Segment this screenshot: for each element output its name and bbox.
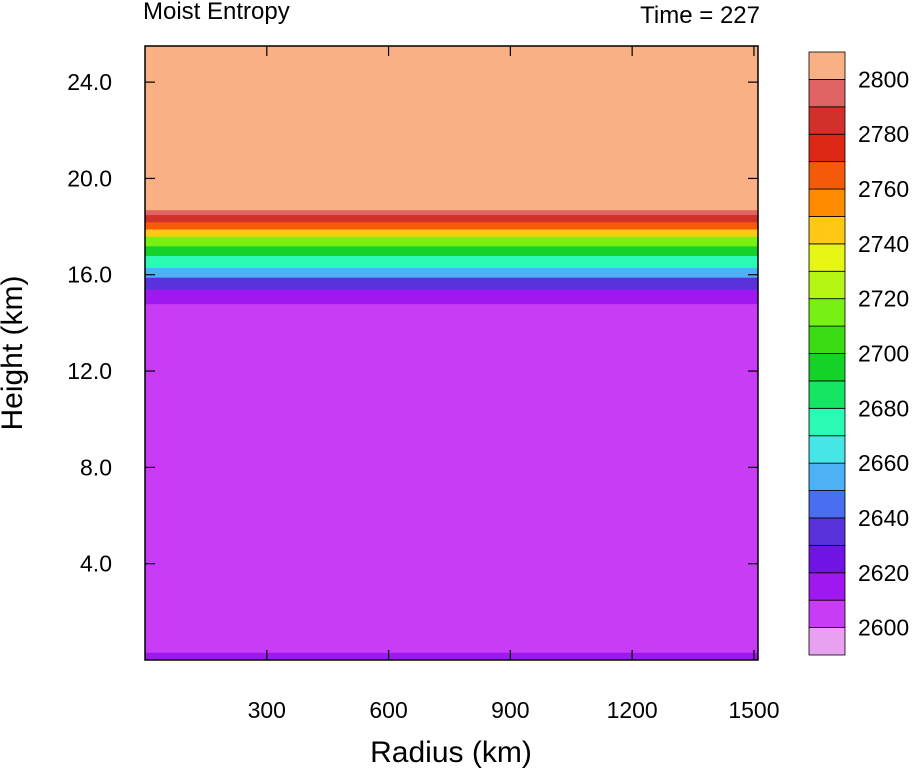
x-tick-label: 1200 xyxy=(607,697,658,723)
colorbar-swatch xyxy=(808,435,846,464)
colorbar-swatch xyxy=(808,161,846,190)
x-tick-label: 600 xyxy=(369,697,407,723)
surface-band xyxy=(145,652,758,660)
x-tick-label: 1500 xyxy=(728,697,779,723)
colorbar-swatch xyxy=(808,599,846,628)
colorbar-swatch xyxy=(808,627,846,656)
colorbar-label: 2600 xyxy=(858,615,909,641)
contour-band xyxy=(145,277,758,290)
colorbar-label: 2720 xyxy=(858,286,909,312)
contour-band xyxy=(145,209,758,216)
contour-band xyxy=(145,267,758,278)
contour-band xyxy=(145,214,758,223)
colorbar-swatch xyxy=(808,79,846,108)
colorbar: 2600 2620 2640 2660 2680 2700 2720 2740 2760 2780… xyxy=(808,51,909,656)
colorbar-swatch xyxy=(808,544,846,574)
contour-band xyxy=(145,289,758,305)
colorbar-label: 2740 xyxy=(858,231,909,257)
colorbar-swatch xyxy=(808,243,846,272)
colorbar-swatch xyxy=(808,353,846,382)
colorbar-swatch xyxy=(808,407,846,437)
colorbar-swatch xyxy=(808,270,846,300)
chart-title: Moist Entropy xyxy=(143,0,290,25)
colorbar-label: 2660 xyxy=(858,450,909,476)
contour-field xyxy=(145,46,758,660)
colorbar-swatch xyxy=(808,188,846,217)
colorbar-label: 2640 xyxy=(858,505,909,531)
contour-band xyxy=(145,221,758,230)
contour-band xyxy=(145,46,758,211)
contour-band xyxy=(145,236,758,247)
colorbar-label: 2700 xyxy=(858,341,909,367)
colorbar-swatch xyxy=(808,380,846,409)
colorbar-swatch xyxy=(808,517,846,546)
y-axis: 4.0 8.0 12.0 16.0 20.0 24.0 xyxy=(67,69,758,577)
chart-subtitle: Time = 227 xyxy=(640,2,760,29)
y-tick-label: 20.0 xyxy=(67,165,112,191)
colorbar-label: 2800 xyxy=(858,66,909,92)
colorbar-swatch xyxy=(808,325,846,354)
y-tick-label: 8.0 xyxy=(80,454,112,480)
colorbar-swatch xyxy=(808,106,846,135)
y-tick-label: 16.0 xyxy=(67,262,112,288)
colorbar-swatch xyxy=(808,298,846,327)
x-tick-label: 300 xyxy=(248,697,286,723)
y-tick-label: 24.0 xyxy=(67,69,112,95)
colorbar-swatch xyxy=(808,51,846,80)
contour-band xyxy=(145,303,758,656)
colorbar-label: 2780 xyxy=(858,121,909,147)
colorbar-swatch xyxy=(808,490,846,519)
y-axis-label: Height (km) xyxy=(0,275,29,430)
colorbar-label: 2760 xyxy=(858,176,909,202)
x-axis: 300 600 900 1200 1500 xyxy=(248,46,780,723)
x-axis-label: Radius (km) xyxy=(370,736,532,769)
colorbar-swatch xyxy=(808,572,846,601)
x-tick-label: 900 xyxy=(491,697,529,723)
colorbar-swatch xyxy=(808,216,846,245)
colorbar-label: 2680 xyxy=(858,395,909,421)
contour-band xyxy=(145,228,758,237)
y-tick-label: 4.0 xyxy=(80,551,112,577)
contour-band xyxy=(145,255,758,269)
y-tick-label: 12.0 xyxy=(67,358,112,384)
colorbar-label: 2620 xyxy=(858,560,909,586)
colorbar-swatch xyxy=(808,462,846,491)
contour-band xyxy=(145,245,758,256)
colorbar-swatch xyxy=(808,133,846,163)
plot-frame xyxy=(144,45,759,661)
